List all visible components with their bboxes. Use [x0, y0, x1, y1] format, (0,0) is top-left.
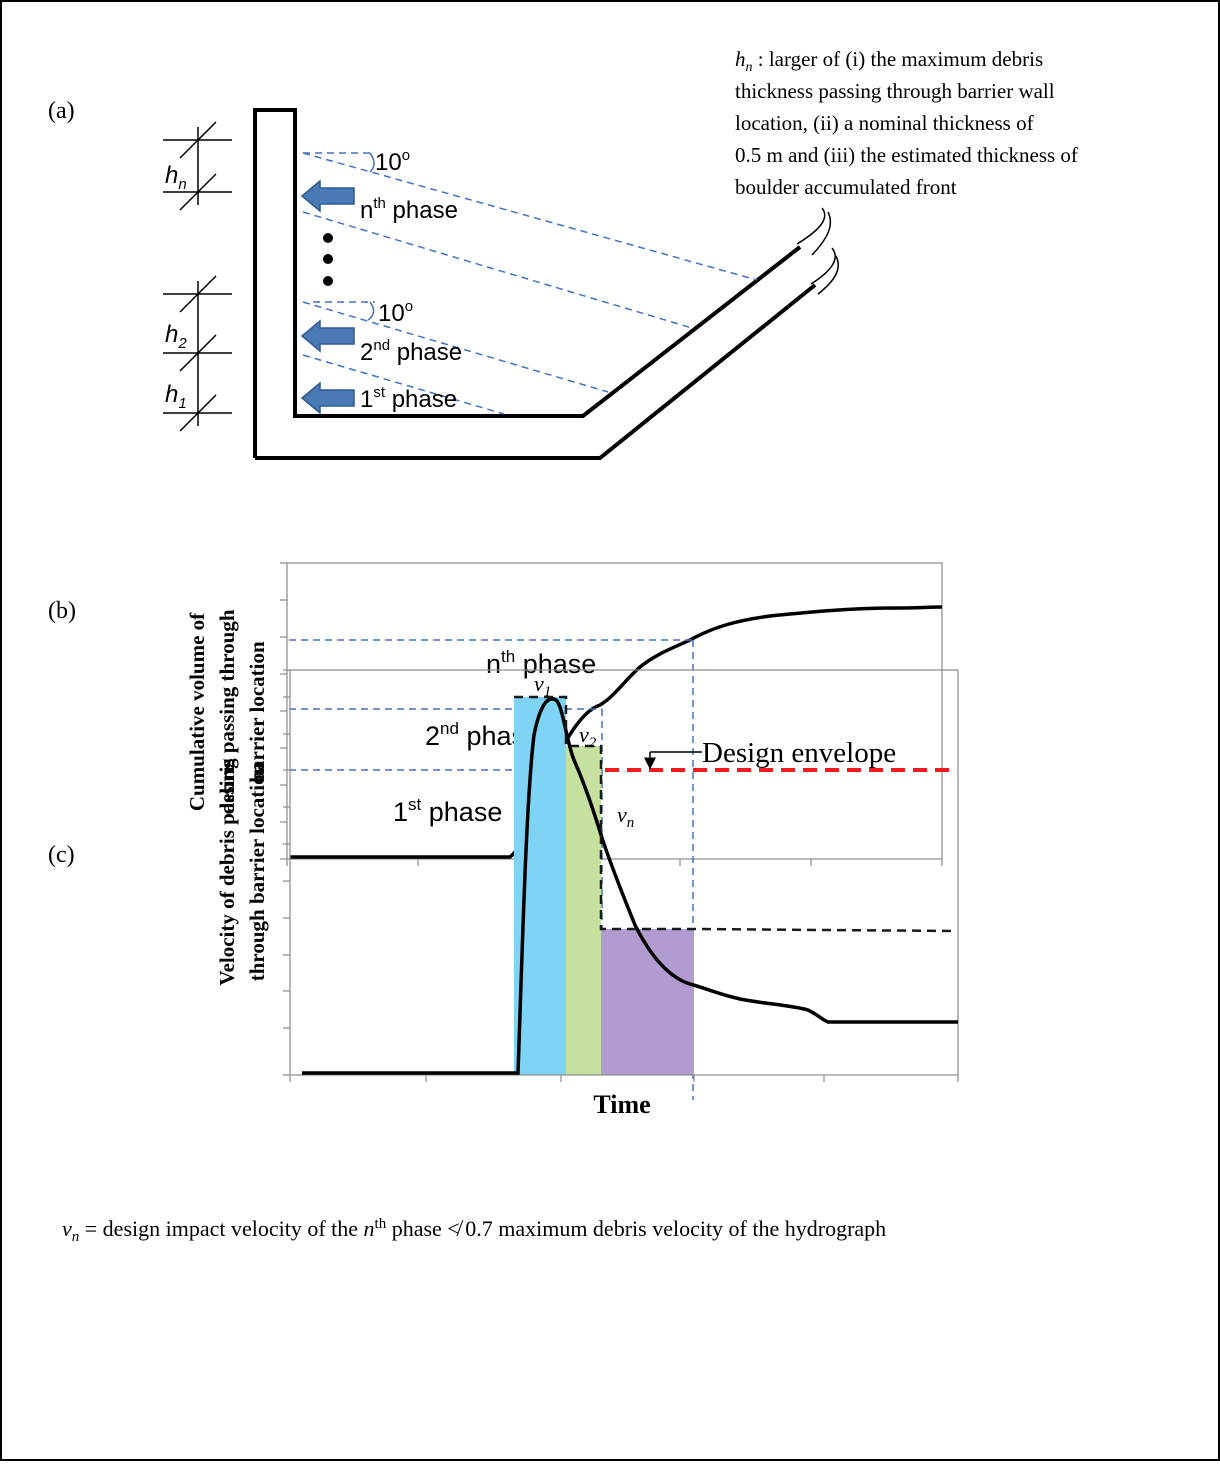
note-line-3: location, (ii) a nominal thickness of: [735, 111, 1034, 135]
height-label-1: h1: [165, 381, 187, 412]
chart-b-ylabel-line-2: debris passing through: [215, 609, 239, 814]
diagram-phase-label-2: 2nd phase: [360, 337, 462, 366]
chart-b-ylabel-line-1: Cumulative volume of: [185, 612, 209, 811]
debris-trajectory-lines: [302, 152, 758, 415]
height-label-n: hn: [165, 162, 187, 193]
chart-c-ticks: [283, 669, 959, 1082]
velocity-label-v2: v2: [579, 722, 597, 751]
ellipsis-dot: [323, 233, 333, 243]
note-symbol-sub: n: [746, 60, 753, 75]
chart-c-ylabel: Velocity of debris passing through barri…: [215, 758, 269, 986]
angle-label-top: 10o: [375, 147, 410, 176]
chart-b-ylabel-line-3: barrier location: [245, 641, 269, 783]
cumulative-volume-chart: nth phase 2nd phase 1st phase Cumulative…: [185, 562, 943, 866]
ellipsis-dot: [323, 276, 333, 286]
height-label-2: h2: [165, 321, 187, 352]
ellipsis-dot: [323, 254, 333, 264]
velocity-chart: Design envelope v1 v2 vn Time Velocity o…: [215, 669, 959, 1119]
panel-label-c: (c): [48, 842, 75, 868]
barrier-diagram: 10o 10o nth phase 2nd phase 1st phase: [163, 108, 839, 460]
velocity-label-vn: vn: [617, 802, 634, 831]
impact-arrow-1: [300, 381, 355, 415]
hn-definition-note: hn : larger of (i) the maximum debris th…: [735, 47, 1078, 199]
svg-text:hn : larger of (i) the maximum: hn : larger of (i) the maximum debris: [735, 47, 1043, 75]
angle-label-bottom: 10o: [378, 298, 413, 327]
angle-arc-bottom: [367, 301, 375, 321]
diagram-phase-label-n: nth phase: [360, 195, 458, 224]
panel-label-b: (b): [48, 598, 76, 624]
chart-b-ylabel: Cumulative volume of debris passing thro…: [185, 609, 269, 814]
slope-break-mark: [796, 207, 836, 285]
chart-b-phase-label-n: nth phase: [486, 647, 596, 679]
barrier-base-outer: [255, 283, 817, 460]
chart-c-ylabel-line-2: through barrier location: [245, 762, 269, 981]
cumulative-volume-curve: [290, 605, 943, 859]
panel-label-a: (a): [48, 98, 75, 124]
note-line-4: 0.5 m and (iii) the estimated thickness …: [735, 143, 1078, 167]
chart-b-phase-label-1: 1st phase: [393, 795, 502, 827]
note-line-2: thickness passing through barrier wall: [735, 79, 1055, 103]
barrier-wall-inner: [253, 108, 802, 458]
diagram-phase-label-1: 1st phase: [360, 384, 457, 413]
height-dimensions: [163, 121, 232, 432]
impact-arrow-2: [300, 319, 355, 353]
design-envelope-label: Design envelope: [702, 737, 896, 769]
chart-b-plot-area: [286, 562, 943, 860]
chart-c-plot-area: [289, 669, 959, 1076]
impact-arrows: [300, 179, 355, 415]
chart-c-ylabel-line-1: Velocity of debris passing: [215, 758, 239, 986]
chart-c-xlabel: Time: [593, 1090, 650, 1119]
angle-arc-top: [369, 152, 375, 173]
slope-break-mark-2: [811, 211, 839, 295]
phasen-velocity-block: [601, 929, 694, 1075]
velocity-step-envelope: [514, 695, 955, 933]
phase2-velocity-block: [566, 746, 601, 1075]
phase1-velocity-block: [514, 697, 566, 1075]
velocity-label-v1: v1: [534, 671, 551, 700]
note-symbol: h: [735, 47, 746, 71]
note-line-1: : larger of (i) the maximum debris: [753, 47, 1044, 71]
impact-arrow-n: [300, 179, 355, 213]
footnote: vn = design impact velocity of the nth p…: [62, 1216, 886, 1245]
note-line-5: boulder accumulated front: [735, 175, 957, 199]
